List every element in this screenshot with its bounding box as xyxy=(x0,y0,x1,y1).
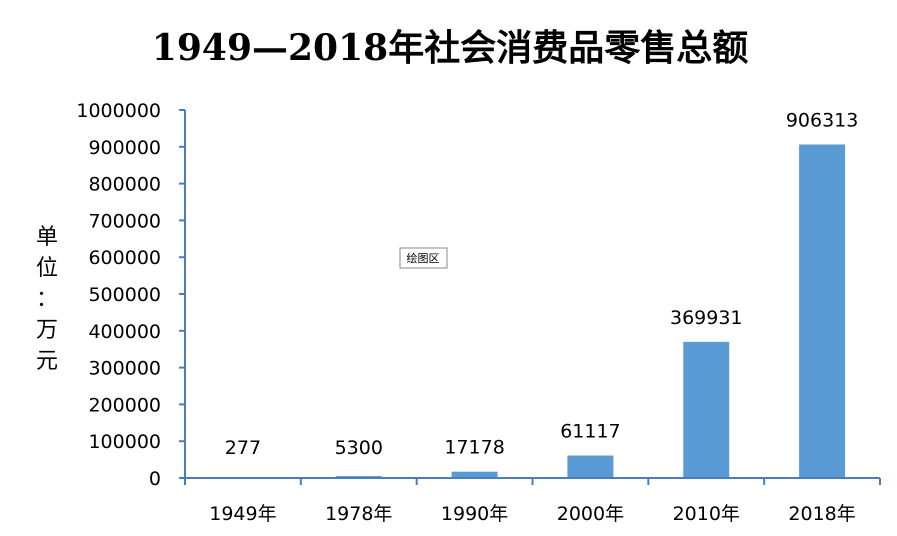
tooltip-text: 绘图区 xyxy=(407,251,440,265)
x-tick-label: 1990年 xyxy=(441,503,508,525)
bar-2018年[interactable] xyxy=(799,144,846,479)
y-tick-label: 1000000 xyxy=(76,100,161,122)
data-label: 17178 xyxy=(444,437,504,459)
y-tick-label: 700000 xyxy=(88,210,161,232)
data-label: 5300 xyxy=(335,437,383,459)
y-tick-label: 100000 xyxy=(88,431,161,453)
y-axis-label: 单位 ： 万元 xyxy=(36,225,58,374)
y-axis-ticks: 0 100000 200000 300000 400000 500000 600000 700… xyxy=(76,100,185,490)
data-label: 61117 xyxy=(560,421,620,443)
x-tick-label: 2018年 xyxy=(788,503,855,525)
y-tick-label: 500000 xyxy=(88,284,161,306)
y-axis-label-char: 单 xyxy=(36,225,58,250)
y-axis-label-char: 位 xyxy=(36,256,58,281)
data-labels: 277 5300 17178 61117 369931 906313 xyxy=(225,109,859,459)
x-tick-label: 1978年 xyxy=(325,503,392,525)
tooltip-box xyxy=(399,247,448,269)
data-label: 906313 xyxy=(786,109,859,131)
y-tick-label: 800000 xyxy=(88,174,161,196)
x-tick-label: 2010年 xyxy=(673,503,740,525)
data-label: 369931 xyxy=(670,307,743,329)
y-axis-label-char: ： xyxy=(36,287,58,312)
bar-1990年[interactable] xyxy=(451,471,498,478)
bars xyxy=(219,144,846,479)
x-axis-ticks: 1949年 1978年 1990年 2000年 2010年 2018年 xyxy=(209,503,856,525)
x-tick-label: 1949年 xyxy=(209,503,276,525)
y-axis-label-char: 元 xyxy=(36,349,58,374)
axes xyxy=(184,110,881,485)
y-tick-label: 600000 xyxy=(88,247,161,269)
x-tick-label: 2000年 xyxy=(557,503,624,525)
y-tick-label: 0 xyxy=(149,468,161,490)
bar-2010年[interactable] xyxy=(683,341,730,478)
y-axis-label-char: 万 xyxy=(36,318,58,343)
y-tick-label: 400000 xyxy=(88,321,161,343)
y-tick-label: 900000 xyxy=(88,137,161,159)
y-tick-label: 300000 xyxy=(88,358,161,380)
bar-2000年[interactable] xyxy=(567,455,614,478)
plot-area-tooltip: 绘图区 xyxy=(399,247,448,269)
chart-title: 1949—2018年社会消费品零售总额 xyxy=(152,27,748,69)
y-tick-label: 200000 xyxy=(88,394,161,416)
data-label: 277 xyxy=(225,437,261,459)
